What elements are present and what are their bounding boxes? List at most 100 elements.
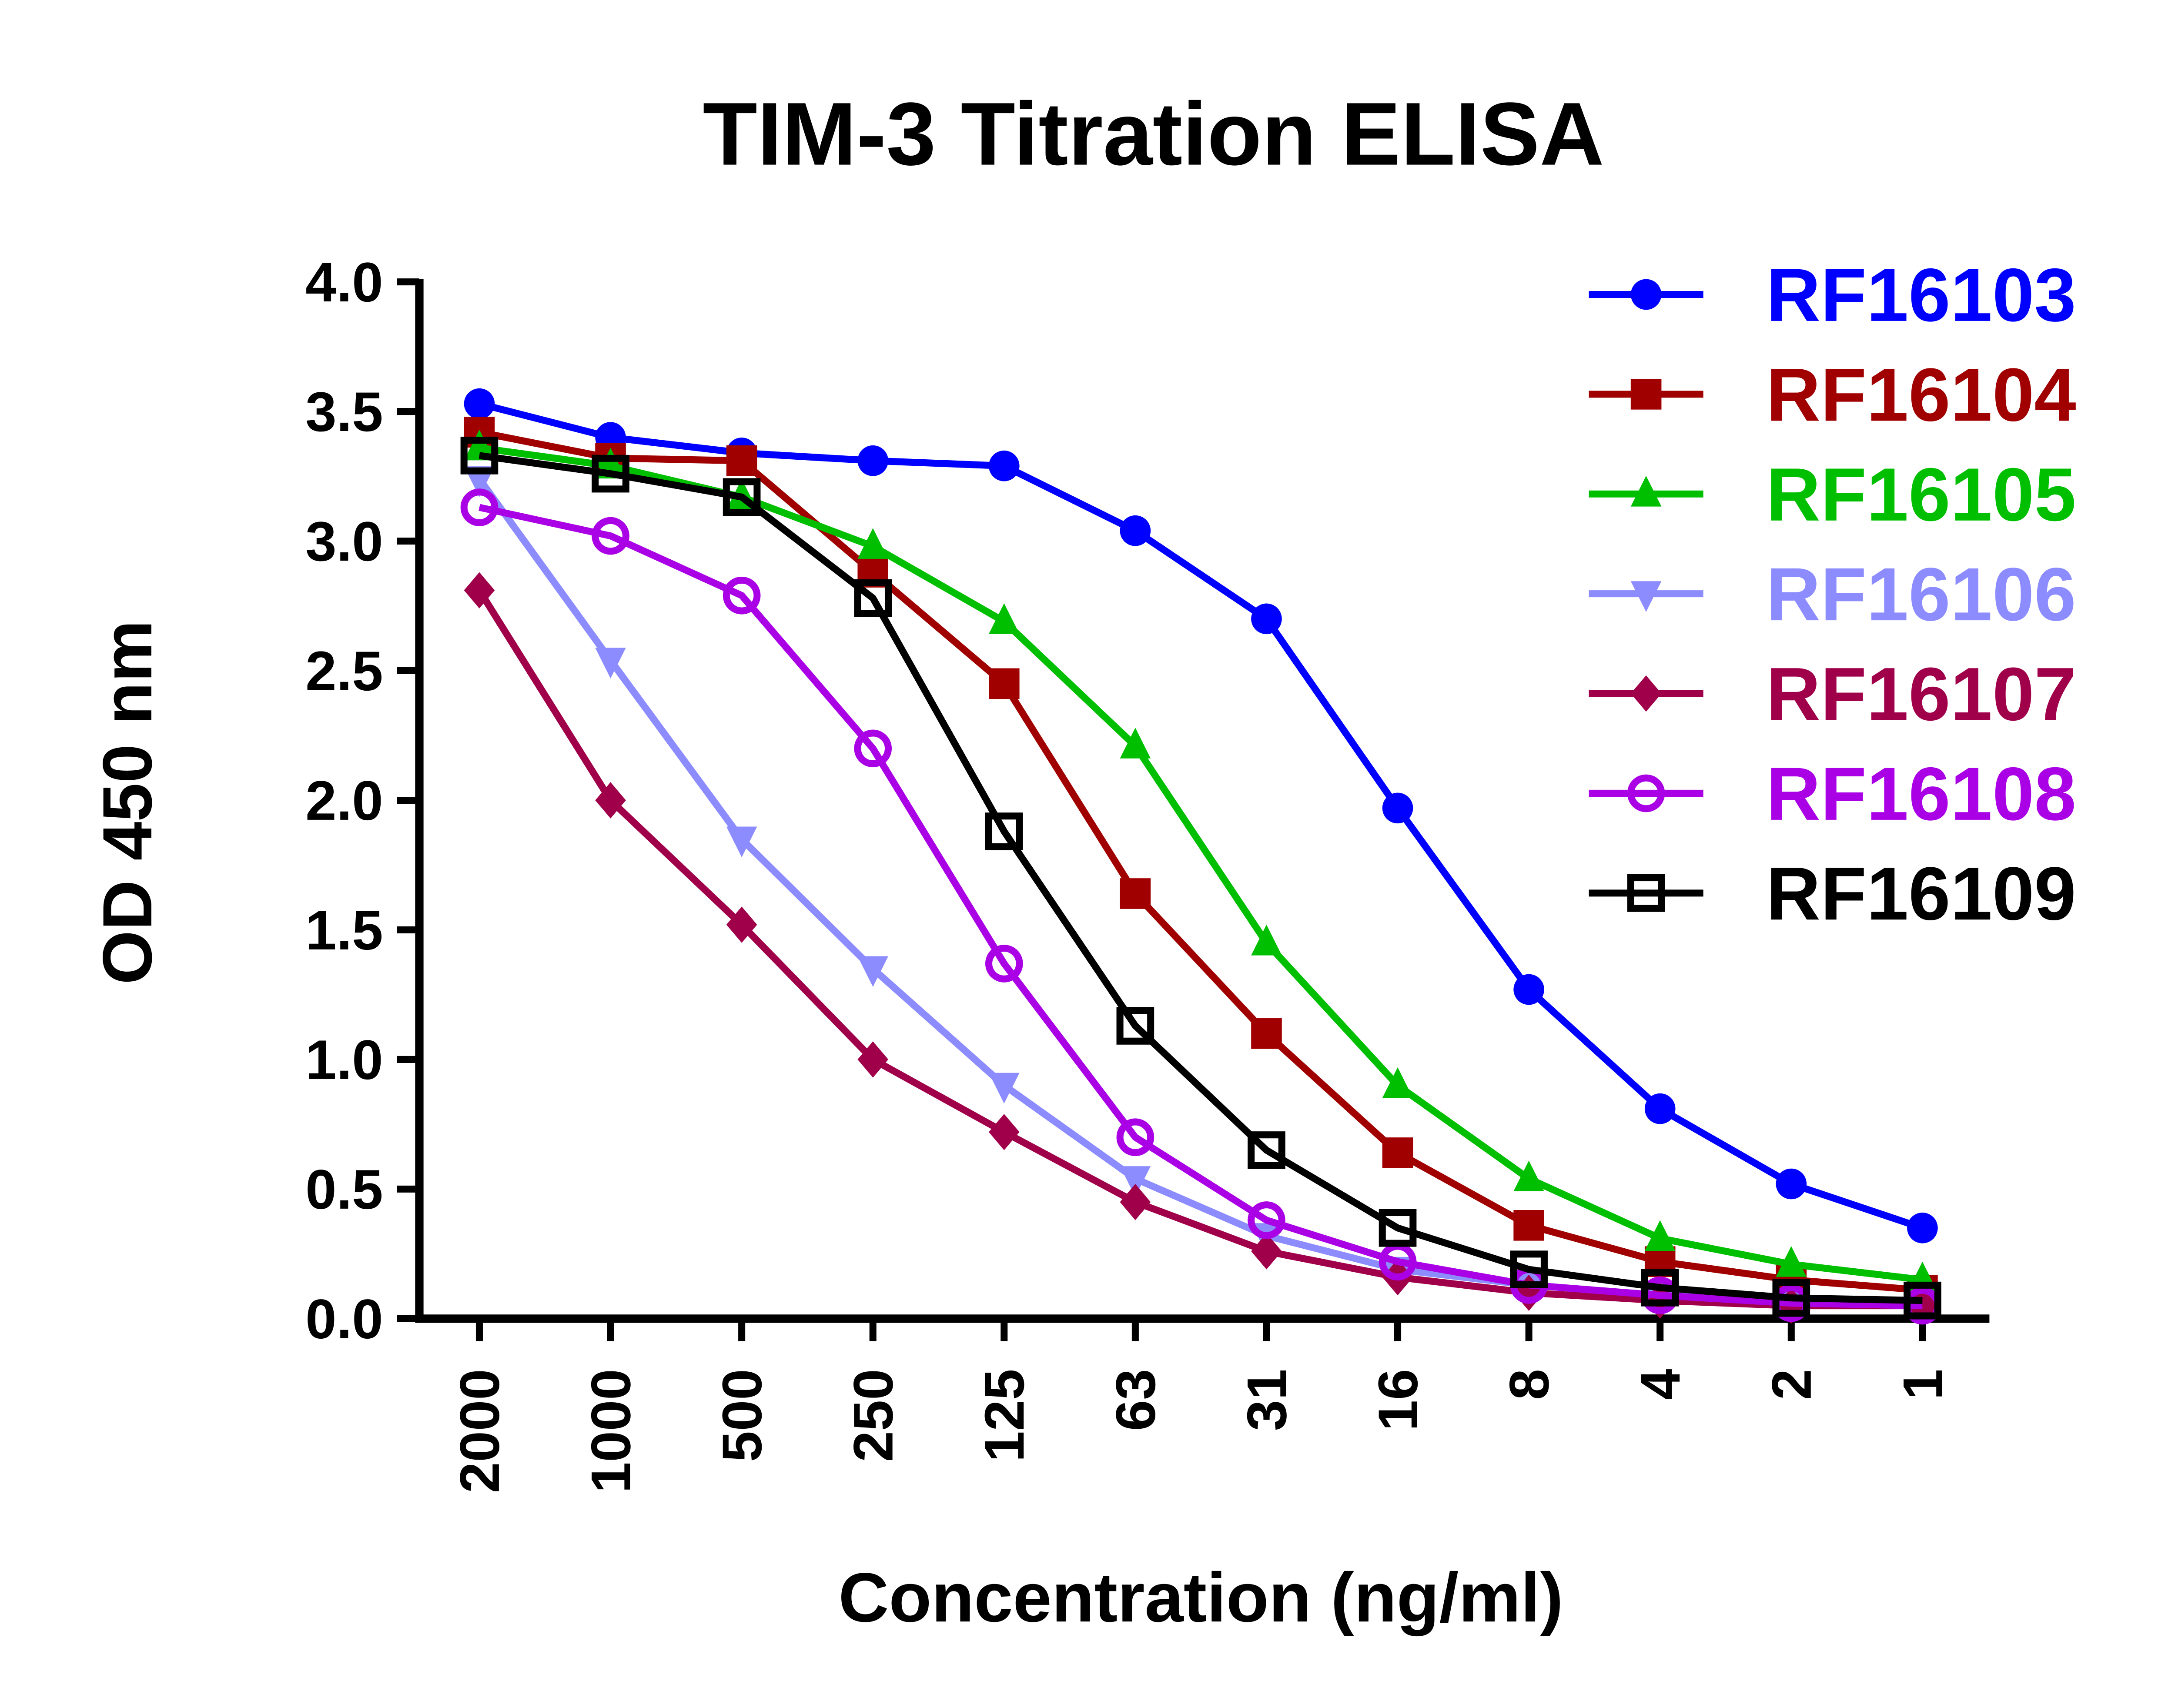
chart-title: TIM-3 Titration ELISA	[703, 84, 1604, 184]
data-point	[1116, 1118, 1154, 1156]
data-point	[723, 576, 761, 615]
data-point	[1382, 1137, 1413, 1168]
y-tick-label: 4.0	[305, 251, 383, 314]
series-line	[476, 588, 1923, 1310]
data-point	[1513, 1210, 1544, 1241]
data-point	[464, 429, 495, 461]
data-point	[857, 528, 888, 559]
data-point	[723, 478, 761, 516]
data-point	[726, 445, 757, 476]
data-point	[1120, 1183, 1151, 1220]
data-point	[1513, 974, 1544, 1005]
x-tick-label: 2000	[449, 1369, 511, 1493]
series-RF16108	[460, 488, 1941, 1325]
data-point	[1776, 1246, 1807, 1277]
legend-marker	[1627, 874, 1665, 912]
data-point	[595, 648, 626, 679]
data-point	[854, 729, 892, 768]
x-tick-label: 1	[1892, 1369, 1954, 1400]
legend-label: RF16109	[1766, 851, 2076, 936]
data-point	[1248, 1131, 1285, 1169]
data-point	[857, 956, 888, 987]
data-point	[1120, 1166, 1151, 1197]
legend-item: RF16109	[1589, 851, 2076, 936]
data-point	[857, 445, 888, 476]
legend-marker	[1630, 476, 1662, 507]
data-point	[1251, 1018, 1282, 1049]
y-axis-label: OD 450 nm	[88, 620, 166, 985]
legend-label: RF16104	[1766, 352, 2076, 437]
x-tick-label: 250	[843, 1369, 905, 1462]
data-point	[1251, 603, 1282, 635]
data-point	[854, 579, 892, 617]
y-tick-label: 0.0	[305, 1288, 383, 1350]
data-point	[1120, 878, 1151, 909]
legend-label: RF16106	[1766, 552, 2076, 636]
data-point	[989, 668, 1020, 699]
x-tick-label: 31	[1236, 1369, 1298, 1431]
data-point	[1641, 1269, 1679, 1307]
data-point	[1382, 1067, 1413, 1098]
legend-label: RF16108	[1766, 752, 2076, 836]
data-point	[1904, 1281, 1941, 1320]
data-point	[726, 826, 757, 858]
data-point	[989, 1114, 1020, 1150]
legend-marker	[1630, 675, 1662, 712]
legend-label: RF16107	[1766, 652, 2076, 736]
data-point	[592, 455, 629, 493]
legend-item: RF16105	[1589, 452, 2076, 537]
data-point	[1379, 1209, 1417, 1247]
legend-label: RF16103	[1766, 253, 2076, 337]
series-RF16109	[460, 437, 1941, 1320]
legend-item: RF16108	[1589, 752, 2076, 836]
series-RF16103	[464, 388, 1938, 1243]
series-group	[460, 388, 1941, 1325]
data-point	[1510, 1250, 1548, 1288]
data-point	[460, 488, 499, 526]
data-point	[1116, 1007, 1154, 1045]
legend-marker	[1630, 379, 1662, 410]
data-point	[1248, 1201, 1285, 1239]
data-point	[989, 450, 1020, 481]
legend-item: RF16106	[1589, 552, 2076, 636]
x-axis-label: Concentration (ng/ml)	[838, 1558, 1563, 1636]
legend-marker	[1630, 279, 1662, 310]
data-point	[989, 603, 1020, 634]
series-RF16107	[464, 572, 1938, 1324]
data-point	[726, 906, 757, 943]
series-RF16106	[464, 466, 1938, 1321]
data-point	[460, 437, 499, 475]
series-RF16105	[464, 429, 1938, 1293]
x-tick-label: 125	[974, 1369, 1036, 1462]
y-tick-label: 1.5	[305, 899, 383, 962]
data-point	[1776, 1168, 1807, 1200]
axes: 0.0 0.5 1.0 1.5 2.0 2.5 3.0 3.5 4.0 2000 1000 500 25…	[305, 251, 1990, 1493]
series-line	[478, 428, 1923, 1294]
legend-label: RF16105	[1766, 452, 2076, 537]
legend-marker	[1627, 774, 1665, 812]
data-point	[1251, 925, 1282, 956]
data-point	[1513, 1160, 1544, 1191]
series-line	[478, 400, 1924, 1231]
legend: RF16103 RF16104 RF16105 RF16106 RF16107 RF161…	[1589, 253, 2076, 936]
legend-item: RF16103	[1589, 253, 2076, 337]
data-point	[464, 572, 495, 608]
data-point	[595, 782, 626, 819]
legend-item: RF16104	[1589, 352, 2076, 437]
data-point	[1907, 1213, 1938, 1243]
x-tick-label: 1000	[580, 1369, 642, 1493]
series-line	[478, 452, 1923, 1304]
y-tick-label: 1.0	[305, 1029, 383, 1091]
x-tick-label: 63	[1105, 1369, 1167, 1431]
x-tick-label: 16	[1367, 1369, 1429, 1431]
data-point	[1251, 1233, 1282, 1270]
data-point	[1644, 1220, 1676, 1251]
x-tick-label: 500	[711, 1369, 773, 1462]
data-point	[464, 388, 495, 419]
y-tick-label: 3.0	[305, 511, 383, 573]
y-tick-label: 3.5	[305, 381, 383, 443]
data-point	[1120, 728, 1151, 759]
data-point	[985, 812, 1023, 850]
series-RF16104	[464, 417, 1938, 1306]
